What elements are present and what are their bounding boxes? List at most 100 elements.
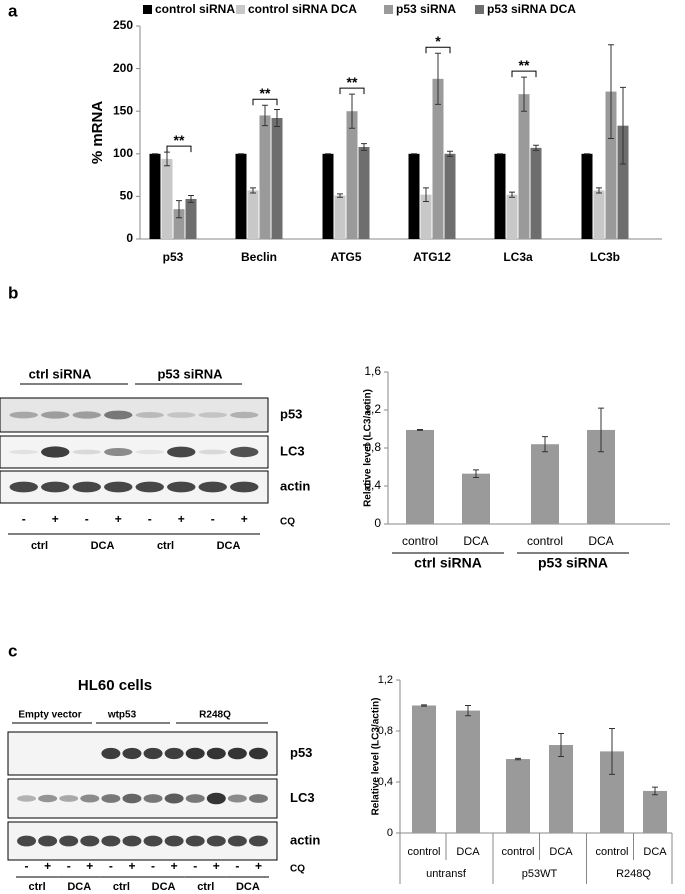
blot-band	[185, 747, 205, 760]
blot-band	[9, 481, 38, 493]
bar	[412, 705, 436, 833]
y-tick-label: 0	[374, 516, 381, 530]
bar	[432, 78, 444, 239]
error-bar	[596, 187, 602, 194]
blot-band	[198, 481, 227, 493]
blot-band	[135, 412, 164, 418]
bar	[235, 153, 247, 239]
x-tick-label: control	[407, 846, 440, 858]
bar	[408, 153, 420, 239]
blot-group-label: wtp53	[107, 710, 137, 721]
treatment-sign: -	[22, 512, 26, 526]
blot-band	[167, 412, 196, 418]
blot-band	[38, 835, 58, 847]
condition-label: DCA	[152, 881, 176, 893]
condition-label: ctrl	[31, 540, 48, 552]
bar	[593, 190, 605, 239]
blot-band	[72, 449, 101, 455]
panel-label: b	[8, 283, 18, 302]
blot-row-label: LC3	[290, 790, 315, 805]
blot-band	[122, 793, 142, 804]
y-tick-label: 1,2	[364, 402, 381, 416]
treatment-sign: +	[255, 859, 262, 873]
bar	[259, 115, 271, 239]
significance-label: **	[174, 132, 185, 148]
condition-label: DCA	[67, 881, 91, 893]
significance-bracket	[425, 46, 451, 54]
error-bar	[262, 104, 268, 127]
treatment-sign: -	[109, 859, 113, 873]
blot-group-label: Empty vector	[18, 710, 81, 721]
treatment-sign: -	[193, 859, 197, 873]
condition-label: DCA	[217, 540, 241, 552]
treatment-label: CQ	[280, 517, 295, 528]
bar	[617, 125, 629, 239]
blot-row	[0, 397, 269, 433]
error-bar	[274, 108, 280, 128]
legend-swatch	[384, 5, 393, 14]
error-bar	[515, 757, 521, 761]
error-bar	[533, 144, 539, 151]
blot-band	[104, 410, 133, 420]
blot-band	[135, 481, 164, 493]
group-label: p53WT	[522, 868, 558, 880]
blot-band	[143, 794, 163, 803]
y-tick-label: 1,6	[364, 364, 381, 378]
bar	[494, 153, 506, 239]
condition-label: ctrl	[113, 881, 130, 893]
blot-band	[59, 795, 79, 802]
blot-band	[206, 835, 226, 847]
blot-row-label: p53	[290, 745, 312, 760]
bar	[173, 209, 185, 239]
blot-band	[101, 747, 121, 760]
legend-label: control siRNA DCA	[248, 2, 357, 16]
blot-band	[167, 481, 196, 493]
bar	[605, 91, 617, 239]
error-bar	[620, 86, 626, 165]
bar	[506, 759, 530, 833]
bar	[322, 153, 334, 239]
treatment-sign: -	[67, 859, 71, 873]
bar	[149, 153, 161, 239]
significance-label: *	[435, 33, 441, 49]
legend-label: control siRNA	[155, 2, 235, 16]
x-tick-label: DCA	[643, 846, 667, 858]
legend-swatch	[475, 5, 484, 14]
x-tick-label: DCA	[463, 534, 488, 548]
x-tick-label: control	[402, 534, 438, 548]
y-tick-label: 0,8	[378, 725, 393, 737]
y-axis-label: Relative level (LC3/actin)	[371, 698, 382, 816]
error-bar	[417, 428, 423, 431]
blot-band	[227, 835, 247, 847]
x-tick-label: control	[595, 846, 628, 858]
x-tick-label: control	[501, 846, 534, 858]
x-tick-label: LC3b	[590, 250, 620, 264]
bar	[549, 745, 573, 833]
error-bar	[188, 195, 194, 203]
blot-band	[41, 411, 70, 419]
x-tick-label: ATG12	[413, 250, 451, 264]
error-bar	[509, 191, 515, 198]
treatment-sign: +	[44, 859, 51, 873]
error-bar	[337, 193, 343, 198]
significance-bracket	[511, 70, 537, 78]
bar	[456, 710, 480, 833]
blot-row-label: actin	[280, 478, 310, 493]
y-tick-label: 150	[113, 103, 133, 117]
treatment-sign: +	[171, 859, 178, 873]
bar	[406, 429, 434, 524]
treatment-sign: +	[115, 512, 122, 526]
bar	[247, 190, 259, 239]
significance-label: **	[347, 74, 358, 90]
treatment-sign: -	[148, 512, 152, 526]
treatment-sign: +	[128, 859, 135, 873]
y-tick-label: 0	[126, 231, 133, 245]
bar	[581, 153, 593, 239]
error-bar	[542, 436, 548, 453]
blot-row	[0, 435, 269, 469]
blot-band	[122, 747, 142, 760]
blot-band	[248, 794, 268, 803]
blot-group-label: p53 siRNA	[157, 366, 223, 381]
y-tick-label: 100	[113, 146, 133, 160]
